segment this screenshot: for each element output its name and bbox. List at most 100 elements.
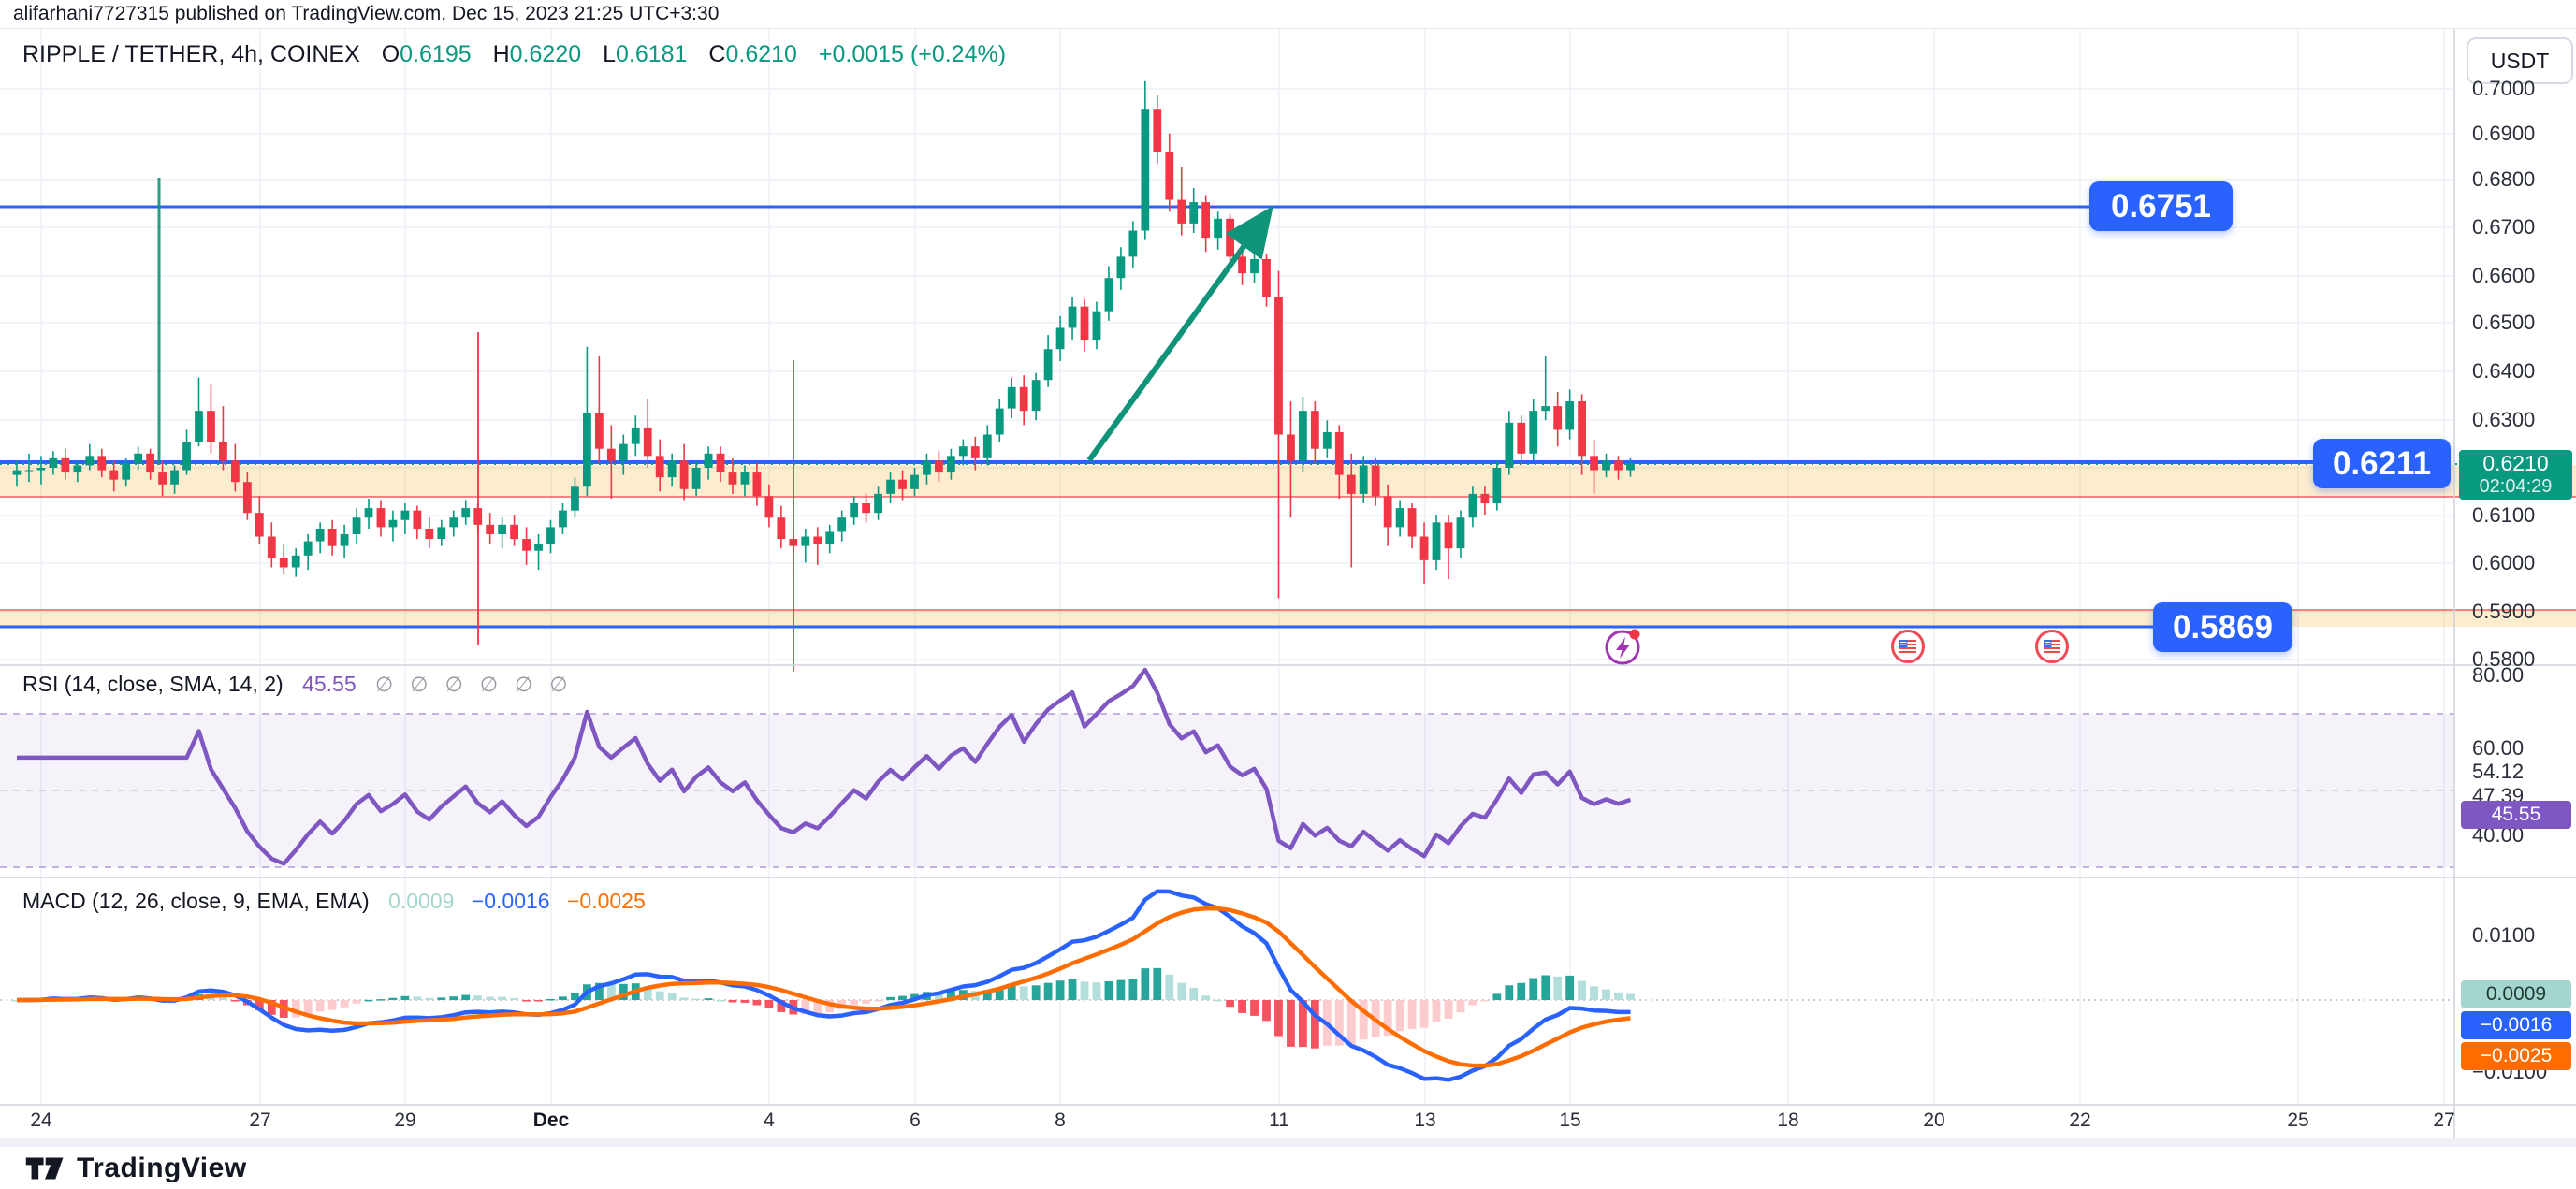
candle-body <box>704 453 713 468</box>
macd-histogram-bar <box>1456 1000 1465 1013</box>
candle-body <box>449 517 458 528</box>
candle-body <box>850 503 859 518</box>
candle-body <box>728 472 737 485</box>
time-axis-label: Dec <box>532 1109 570 1131</box>
candle-body <box>85 456 95 466</box>
candle-body <box>36 468 46 471</box>
candle-body <box>777 517 786 540</box>
macd-histogram-bar <box>777 1000 786 1012</box>
low-label: L <box>603 41 616 67</box>
candle-body <box>1250 258 1259 274</box>
macd-histogram-bar <box>1541 975 1550 1000</box>
macd-histogram-bar <box>946 991 955 1000</box>
candle-body <box>12 470 22 475</box>
macd-histogram-bar <box>1395 1000 1404 1032</box>
flash-event-icon[interactable] <box>1603 626 1644 667</box>
macd-histogram-bar <box>1177 982 1186 1000</box>
candle-body <box>1238 256 1246 274</box>
macd-histogram-bar <box>1226 1000 1234 1008</box>
candle-body <box>1189 202 1199 224</box>
macd-histogram-bar <box>255 1000 264 1010</box>
candle-body <box>195 411 203 442</box>
macd-histogram-bar <box>850 1000 859 1006</box>
candle-body <box>1626 462 1635 471</box>
candle-body <box>182 442 191 471</box>
macd-histogram-bar <box>376 999 386 1001</box>
macd-histogram-bar <box>340 1000 349 1008</box>
time-axis-label: 13 <box>1414 1109 1436 1131</box>
candle-body <box>400 510 410 520</box>
candle-body <box>631 427 640 444</box>
macd-histogram-bar <box>486 996 495 1000</box>
tradingview-logo-icon <box>25 1157 64 1180</box>
macd-histogram-bar <box>1165 974 1174 1000</box>
candle-body <box>594 413 604 449</box>
level-label-0-5869[interactable]: 0.5869 <box>2153 602 2292 652</box>
candle-body <box>643 427 652 457</box>
candle-body <box>862 503 871 514</box>
us-flag-icon[interactable] <box>1887 626 1928 667</box>
candle-body <box>583 413 591 487</box>
trend-arrow[interactable] <box>1086 205 1273 462</box>
level-label-0-6751[interactable]: 0.6751 <box>2089 181 2233 231</box>
candle-body <box>1334 431 1344 475</box>
candle-body <box>376 508 386 528</box>
candle-body <box>134 453 143 463</box>
candle-body <box>813 536 822 544</box>
high-label: H <box>492 41 510 67</box>
candle-body <box>49 457 58 468</box>
macd-histogram-bar <box>691 998 701 1001</box>
zone-1[interactable] <box>0 610 2576 627</box>
us-flag-icon[interactable] <box>2031 626 2073 667</box>
macd-histogram-bar <box>606 983 616 1000</box>
zone-0[interactable] <box>0 465 2576 497</box>
candle-body <box>1322 431 1332 449</box>
candle-body <box>886 479 895 494</box>
candle-body <box>1226 218 1234 257</box>
candle-body <box>740 472 750 485</box>
macd-histogram-bar <box>619 983 628 1000</box>
price-axis-label: 0.5800 <box>2472 647 2536 671</box>
candle-body <box>486 524 495 534</box>
macd-histogram-bar <box>1626 993 1635 1000</box>
macd-axis-label: 0.0100 <box>2472 923 2536 947</box>
candle-body <box>655 456 664 478</box>
macd-histogram-bar <box>910 993 919 1000</box>
macd-histogram-bar <box>425 997 434 1000</box>
macd-histogram-bar <box>704 998 713 1000</box>
candle-body <box>1104 278 1113 312</box>
macd-hist-value: 0.0009 <box>388 889 455 913</box>
currency-toggle-button[interactable]: USDT <box>2467 37 2573 84</box>
macd-histogram-bar <box>1565 975 1575 1000</box>
price-axis-label: 0.6800 <box>2472 167 2536 191</box>
candle-body <box>1153 109 1162 152</box>
candle-body <box>1468 493 1477 518</box>
time-axis-label: 18 <box>1777 1109 1799 1131</box>
price-axis-label: 0.5900 <box>2472 600 2536 623</box>
macd-histogram-bar <box>1031 985 1041 1000</box>
macd-histogram-bar <box>571 993 579 1000</box>
macd-histogram-bar <box>1614 992 1623 1000</box>
candle-body <box>522 539 531 551</box>
candle-body <box>874 493 882 514</box>
rsi-axis-label: 80.00 <box>2472 663 2525 687</box>
candle-body <box>801 536 810 546</box>
candle-body <box>219 442 227 461</box>
candle-body <box>752 472 762 497</box>
candle-body <box>461 508 471 518</box>
candle-body <box>1165 152 1174 200</box>
candle-body <box>340 533 349 546</box>
macd-histogram-bar <box>1055 980 1065 1000</box>
high-value: 0.6220 <box>509 41 582 67</box>
level-label-0-6211[interactable]: 0.6211 <box>2313 439 2451 488</box>
macd-legend: MACD (12, 26, close, 9, EMA, EMA) 0.0009… <box>22 889 646 914</box>
publisher-bar: alifarhani7727315 published on TradingVi… <box>0 0 2576 29</box>
candle-body <box>437 527 446 540</box>
close-value: 0.6210 <box>725 41 797 67</box>
tradingview-logo[interactable]: TradingView <box>24 1153 247 1184</box>
candle-body <box>388 519 398 528</box>
macd-histogram-bar <box>364 999 373 1002</box>
macd-line-value: −0.0016 <box>471 889 550 913</box>
